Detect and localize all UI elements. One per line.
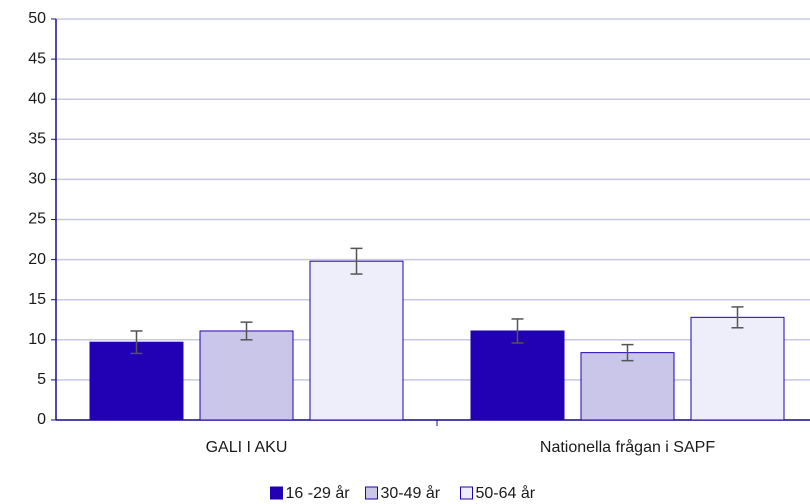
- bar: [199, 330, 294, 421]
- y-tick-label: 40: [28, 90, 46, 107]
- bar: [309, 260, 404, 421]
- bar: [580, 352, 675, 421]
- y-tick-label: 35: [28, 131, 46, 148]
- legend-swatch: [270, 486, 283, 500]
- y-tick-label: 45: [28, 50, 46, 67]
- y-tick-label: 50: [28, 10, 46, 27]
- legend-label: 16 -29 år: [286, 484, 351, 502]
- y-tick-label: 5: [37, 371, 46, 388]
- x-tick-label: Nationella frågan i SAPF: [540, 438, 715, 456]
- y-tick-label: 15: [28, 291, 46, 308]
- legend-swatch: [365, 486, 378, 500]
- legend-label: 30-49 år: [381, 484, 441, 502]
- bar: [470, 330, 565, 421]
- bar: [690, 316, 785, 421]
- x-tick-label: GALI I AKU: [206, 439, 288, 456]
- y-tick-label: 25: [28, 211, 46, 228]
- y-tick-label: 30: [28, 171, 46, 188]
- legend-label: 50-64 år: [476, 484, 536, 502]
- legend-swatch: [460, 486, 473, 500]
- y-tick-label: 20: [28, 251, 46, 268]
- y-tick-label: 10: [28, 331, 46, 348]
- y-tick-label: 0: [37, 411, 46, 428]
